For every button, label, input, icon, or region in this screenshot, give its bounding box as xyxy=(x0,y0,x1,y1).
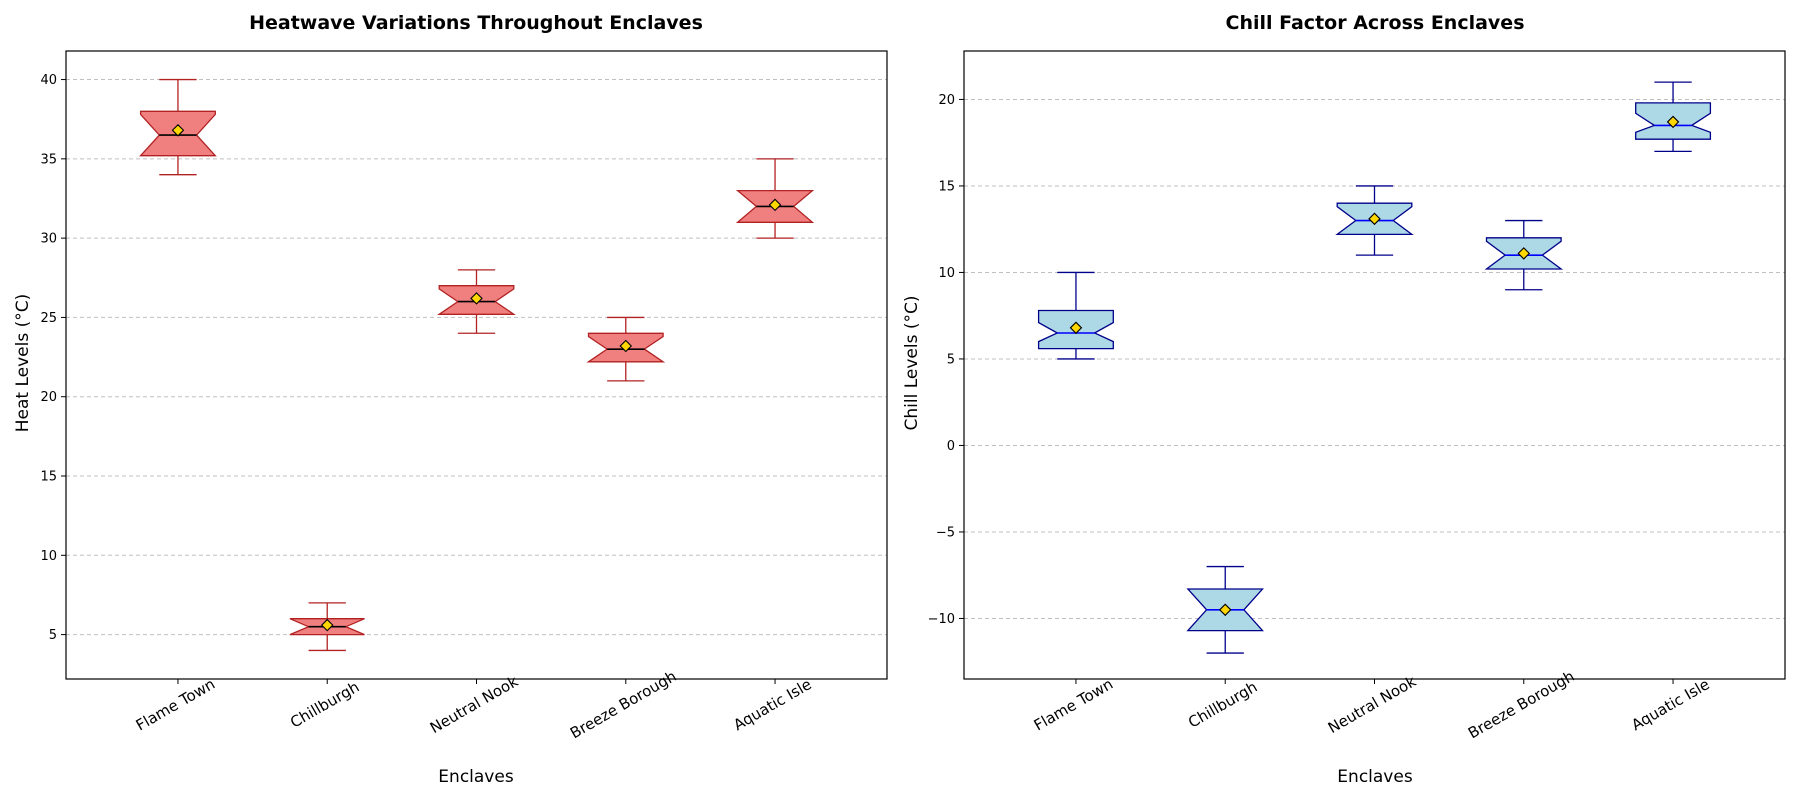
x-tick-label: Breeze Borough xyxy=(567,667,679,742)
y-tick-label: 30 xyxy=(40,232,57,247)
mean-marker xyxy=(320,618,334,632)
y-tick-label: 20 xyxy=(938,93,955,108)
y-tick-label: 10 xyxy=(40,549,57,564)
x-tick-label: Flame Town xyxy=(133,675,218,735)
x-tick-label: Aquatic Isle xyxy=(730,675,814,734)
box-3 xyxy=(586,316,666,382)
box-3 xyxy=(1484,219,1564,291)
mean-marker xyxy=(1069,321,1083,335)
x-axis-label: Enclaves xyxy=(438,767,514,787)
y-tick-label: 20 xyxy=(40,390,57,405)
plot-frame xyxy=(963,50,1786,680)
box-0 xyxy=(1037,271,1114,360)
y-tick-label: 10 xyxy=(938,266,955,281)
mean-marker xyxy=(470,292,483,305)
mean-marker xyxy=(1218,603,1232,617)
y-tick-label: 35 xyxy=(40,152,57,167)
box-1 xyxy=(289,602,365,652)
y-tick-label: 15 xyxy=(40,470,57,485)
y-tick-label: −10 xyxy=(928,612,955,627)
y-tick-label: 5 xyxy=(947,352,955,367)
y-axis-label: Chill Levels (°C) xyxy=(902,296,922,431)
y-axis-label: Heat Levels (°C) xyxy=(13,294,33,433)
x-axis-label: Enclaves xyxy=(1337,767,1413,787)
mean-marker xyxy=(768,198,782,212)
chill-levels-box-plot: Chill Factor Across Enclaves Enclaves Ch… xyxy=(902,12,1786,787)
x-tick-label: Aquatic Isle xyxy=(1628,675,1712,734)
box-2 xyxy=(437,269,516,334)
mean-marker xyxy=(1368,212,1381,226)
x-tick-label: Neutral Nook xyxy=(427,672,521,737)
x-tick-label: Breeze Borough xyxy=(1465,667,1577,742)
y-tick-label: 5 xyxy=(49,628,57,643)
box-0 xyxy=(139,78,217,176)
plot-frame xyxy=(65,50,888,680)
x-tick-label: Chillburgh xyxy=(287,678,362,732)
box-4 xyxy=(1635,81,1712,152)
box-4 xyxy=(735,158,815,239)
x-tick-label: Flame Town xyxy=(1031,675,1116,735)
y-tick-label: −5 xyxy=(936,525,955,540)
y-tick-label: 40 xyxy=(40,73,57,88)
y-tick-label: 15 xyxy=(938,179,955,194)
mean-marker xyxy=(171,124,185,137)
y-tick-label: 25 xyxy=(40,311,57,326)
mean-marker xyxy=(1517,247,1531,260)
mean-marker xyxy=(619,339,633,353)
x-tick-label: Chillburgh xyxy=(1185,678,1260,732)
heat-levels-box-plot: Heatwave Variations Throughout Enclaves … xyxy=(13,12,888,787)
chart-title: Heatwave Variations Throughout Enclaves xyxy=(249,12,703,34)
y-tick-label: 0 xyxy=(947,439,955,454)
mean-marker xyxy=(1666,115,1680,129)
chart-title: Chill Factor Across Enclaves xyxy=(1226,12,1525,34)
box-1 xyxy=(1186,565,1264,654)
x-tick-label: Neutral Nook xyxy=(1325,672,1419,737)
box-2 xyxy=(1335,185,1414,256)
